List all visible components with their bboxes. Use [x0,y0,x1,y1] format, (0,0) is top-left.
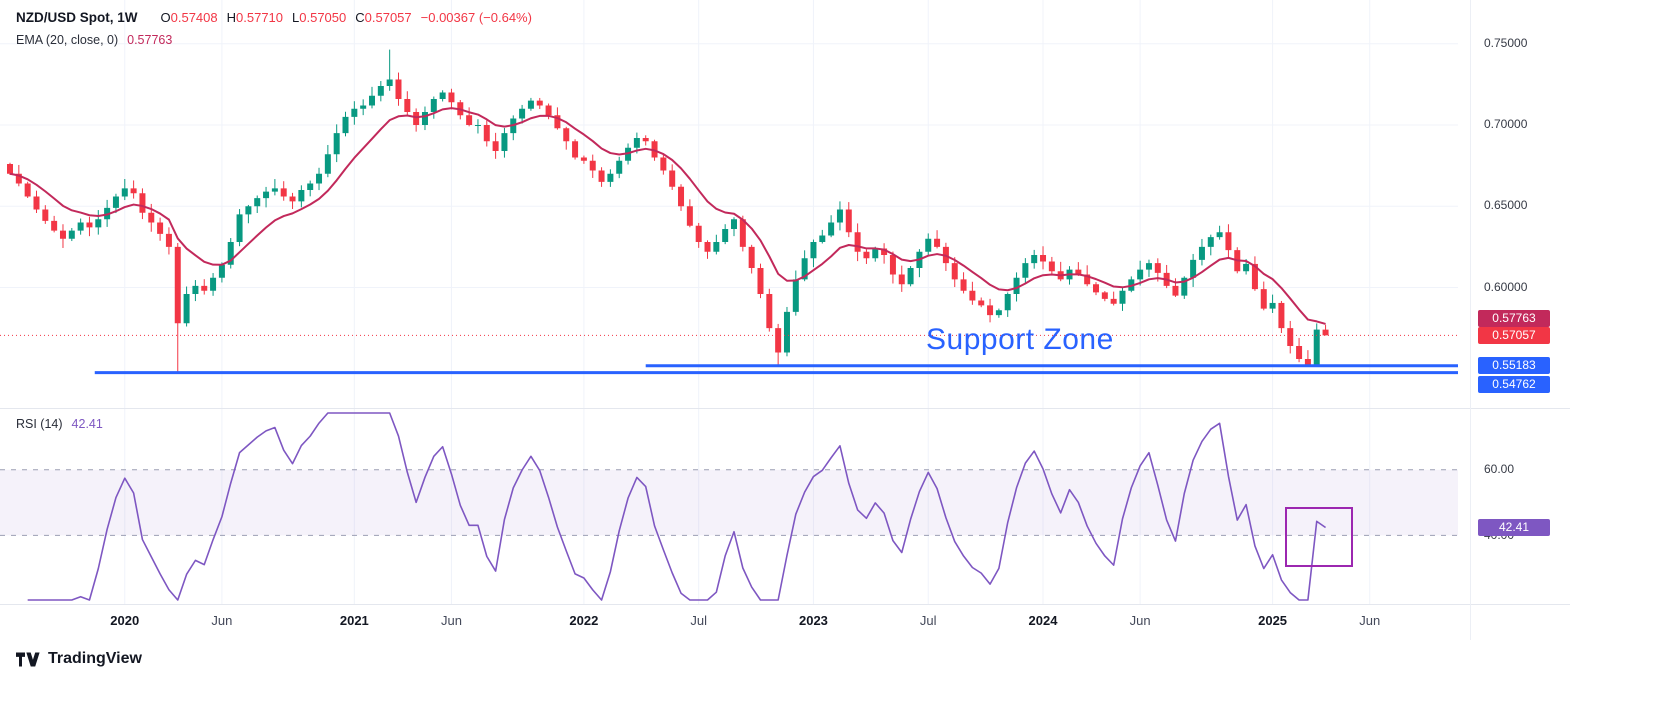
price-tick: 0.70000 [1484,117,1528,131]
rsi-legend-name[interactable]: RSI (14) [16,417,63,431]
time-axis-separator [0,604,1570,605]
support-zone-label[interactable]: Support Zone [926,323,1114,356]
ohlc-high-value: 0.57710 [236,10,284,25]
ohlc-close-value: 0.57057 [364,10,412,25]
ema-line[interactable] [9,107,1326,325]
ema-price-badge: 0.57763 [1478,310,1550,327]
price-gridlines [0,43,1458,288]
time-gridlines-main [124,0,1371,408]
ema-legend-name[interactable]: EMA (20, close, 0) [16,33,119,47]
last-price-badge: 0.57057 [1478,327,1550,344]
time-gridlines-rsi [124,409,1371,604]
ohlc-low-label: L [292,10,300,25]
rsi-tick-60: 60.00 [1484,462,1515,476]
rsi-rectangle-annotation[interactable] [1285,507,1353,567]
rsi-legend-value: 42.41 [71,417,103,431]
rsi-value-badge: 42.41 [1478,519,1550,536]
time-axis-label-2024: 2024 [1028,613,1058,628]
tradingview-logo[interactable]: TradingView [16,650,142,668]
price-axis-separator [1470,0,1471,640]
ohlc-open-label: O [160,10,171,25]
main-price-pane-canvas[interactable] [0,0,1470,408]
candlestick-series [7,49,1329,374]
tradingview-logo-icon [16,652,40,666]
rsi-pane-canvas[interactable] [0,409,1470,604]
price-tick: 0.75000 [1484,36,1528,50]
time-axis-label-jun: Jun [1129,613,1151,628]
ohlc-open-value: 0.57408 [170,10,218,25]
time-axis-label-2020: 2020 [110,613,140,628]
tradingview-logo-text: TradingView [48,650,142,667]
time-axis-label-2023: 2023 [798,613,828,628]
rsi-legend: RSI (14) 42.41 [16,417,103,431]
ohlc-change-value: −0.00367 (−0.64%) [420,10,532,25]
ohlc-high-label: H [226,10,237,25]
price-tick: 0.65000 [1484,198,1528,212]
price-tick: 0.60000 [1484,280,1528,294]
time-axis-label-2021: 2021 [339,613,369,628]
time-axis-label-jun: Jun [1359,613,1381,628]
time-axis-label-2025: 2025 [1258,613,1288,628]
time-axis-label-jul: Jul [919,613,937,628]
pane-separator[interactable] [0,408,1570,409]
price-axis[interactable]: 0.75000 0.70000 0.65000 0.60000 0.57763 … [1470,0,1654,604]
ohlc-close-label: C [355,10,365,25]
time-axis[interactable]: 2020 Jun 2021 Jun 2022 Jul 2023 Jul 2024 Jun 2025 J… [0,605,1470,640]
ema-legend-value: 0.57763 [127,33,173,47]
ohlc-low-value: 0.57050 [299,10,347,25]
time-axis-label-2022: 2022 [569,613,599,628]
support-upper-badge: 0.55183 [1478,357,1550,374]
time-axis-label-jul: Jul [690,613,707,628]
rsi-band-fill [0,469,1458,536]
support-lower-badge: 0.54762 [1478,376,1550,393]
symbol-title[interactable]: NZD/USD Spot, 1W [16,10,138,25]
main-chart-legend: NZD/USD Spot, 1W O0.57408 H0.57710 L0.57050… [16,10,532,47]
time-axis-label-jun: Jun [440,613,462,628]
time-axis-label-jun: Jun [211,613,233,628]
rsi-line[interactable] [27,412,1327,601]
